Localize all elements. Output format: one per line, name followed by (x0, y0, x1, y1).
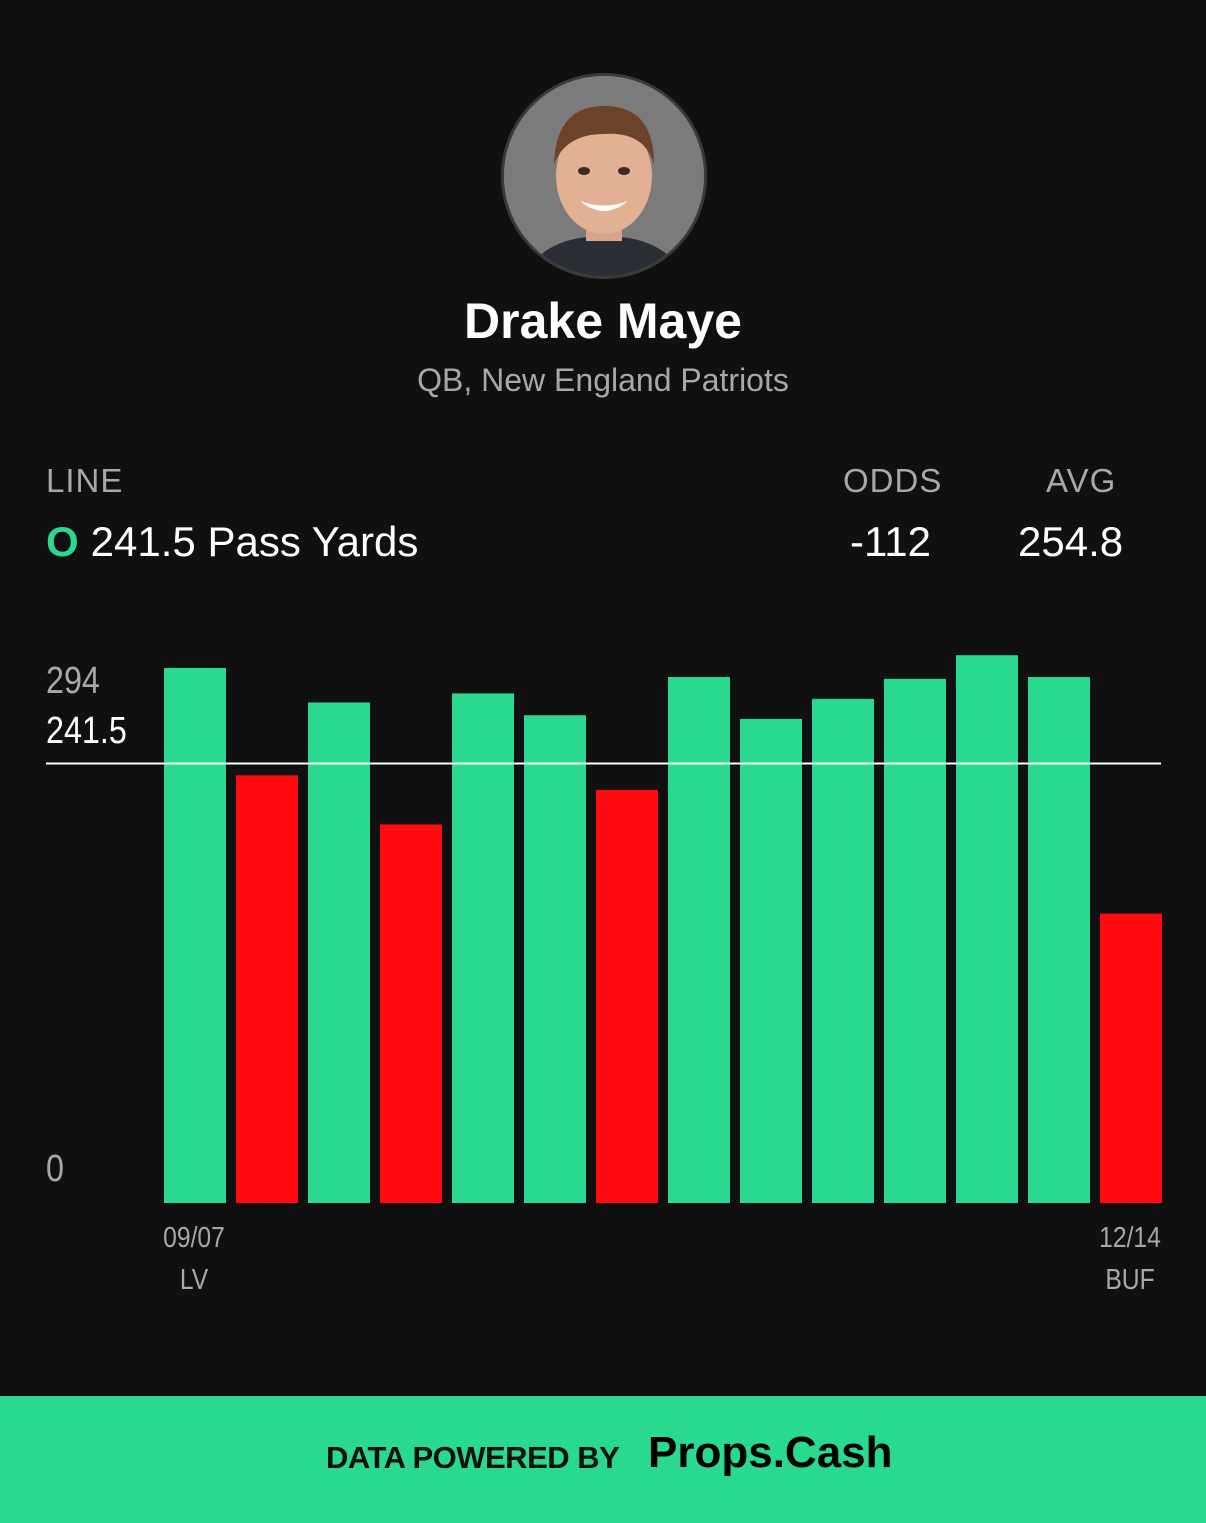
bar-game-2[interactable] (236, 775, 298, 1203)
bar-game-14[interactable] (1100, 913, 1162, 1203)
footer-brand-logo[interactable]: Props.Cash (648, 1428, 893, 1477)
line-text: 241.5 Pass Yards (90, 518, 419, 565)
avg-value: 254.8 (1018, 518, 1124, 565)
bar-game-12[interactable] (956, 655, 1018, 1203)
y-tick-line: 241.5 (46, 710, 127, 752)
bar-game-9[interactable] (740, 718, 802, 1203)
bar-game-10[interactable] (812, 698, 874, 1203)
avg-header: AVG (1046, 462, 1117, 499)
player-position-team: QB, New England Patriots (417, 362, 789, 398)
y-tick-zero: 0 (46, 1148, 64, 1190)
player-name: Drake Maye (464, 293, 742, 349)
y-tick-max: 294 (46, 660, 100, 702)
bar-game-5[interactable] (452, 693, 514, 1203)
player-photo-icon (504, 76, 704, 276)
odds-value: -112 (850, 518, 931, 565)
odds-header: ODDS (843, 462, 943, 499)
bar-game-13[interactable] (1028, 677, 1090, 1203)
player-avatar (501, 73, 707, 279)
bar-game-4[interactable] (380, 824, 442, 1203)
footer-text: DATA POWERED BY (326, 1440, 620, 1475)
over-marker: O (46, 518, 79, 565)
bar-game-6[interactable] (524, 715, 586, 1203)
bar-game-7[interactable] (596, 789, 658, 1203)
line-header: LINE (46, 462, 124, 499)
bar-game-1[interactable] (164, 667, 226, 1203)
bar-game-3[interactable] (308, 702, 370, 1204)
x-label-first-team: LV (179, 1264, 209, 1296)
x-label-last-team: BUF (1105, 1264, 1155, 1296)
x-label-first-date: 09/07 (163, 1222, 225, 1254)
line-value: O 241.5 Pass Yards (46, 518, 418, 566)
footer-banner (0, 1396, 1206, 1523)
x-label-last-date: 12/14 (1099, 1222, 1161, 1254)
bar-game-8[interactable] (668, 677, 730, 1203)
bar-game-11[interactable] (884, 678, 946, 1203)
